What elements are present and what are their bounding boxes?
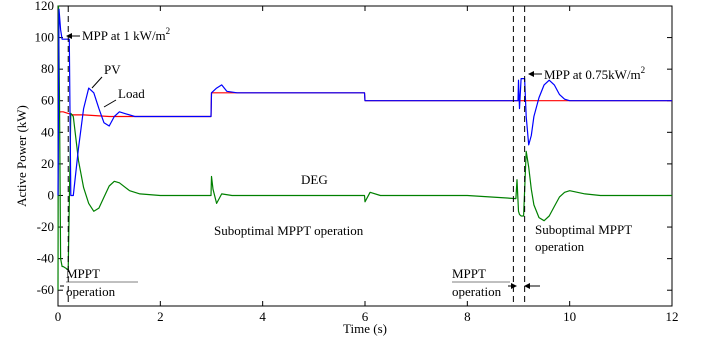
annotation-mppt-left-2: operation: [66, 284, 116, 299]
y-tick-label: 40: [41, 124, 54, 139]
x-tick-label: 12: [666, 309, 679, 324]
annotation-mppt-mid-1: MPPT: [452, 266, 486, 281]
x-tick-label: 8: [464, 309, 471, 324]
annotation-suboptimal-right-2: operation: [535, 239, 585, 254]
label-deg: DEG: [301, 172, 328, 187]
arrowhead-mppt-mid-left: [511, 283, 517, 289]
y-tick-label: 0: [48, 187, 55, 202]
arrowhead-mpp-075kw: [528, 71, 534, 77]
x-tick-label: 0: [55, 309, 62, 324]
x-tick-label: 2: [157, 309, 164, 324]
arrowhead-mppt-mid-right: [524, 283, 530, 289]
annotation-mpp-075kw: MPP at 0.75kW/m2: [544, 65, 645, 82]
y-tick-label: 120: [35, 0, 55, 13]
annotation-mppt-mid-2: operation: [452, 284, 502, 299]
series-line-pv: [57, 8, 672, 197]
y-tick-label: -20: [37, 219, 54, 234]
label-load: Load: [118, 86, 145, 101]
series-layer: [57, 5, 672, 291]
pointer-load: [103, 99, 117, 108]
plot-area: [57, 5, 673, 307]
x-tick-label: 6: [362, 309, 369, 324]
arrowhead-mpp-1kw: [66, 33, 72, 39]
x-tick-label: 10: [563, 309, 576, 324]
annotation-suboptimal-center: Suboptimal MPPT operation: [214, 223, 364, 238]
annotation-mppt-left-1: MPPT: [66, 266, 100, 281]
y-tick-label: -40: [37, 251, 54, 266]
axis-ticks: 0 2 4 6 8 10 12 -60 -40 -20 0 20 40 60 80 100 120: [35, 0, 679, 324]
annotation-mpp-1kw: MPP at 1 kW/m2: [82, 26, 170, 43]
x-tick-label: 4: [259, 309, 266, 324]
y-tick-label: 60: [41, 93, 54, 108]
y-tick-label: 80: [41, 61, 54, 76]
label-pv: PV: [104, 62, 121, 77]
series-line-deg: [57, 5, 672, 291]
annotation-suboptimal-right-1: Suboptimal MPPT: [535, 222, 632, 237]
pointer-pv: [91, 76, 103, 89]
y-tick-label: -60: [37, 282, 54, 297]
vlines: [67, 6, 526, 306]
y-axis-label: Active Power (kW): [14, 105, 29, 207]
y-tick-label: 20: [41, 156, 54, 171]
y-tick-label: 100: [35, 30, 55, 45]
x-axis-label: Time (s): [343, 321, 387, 336]
